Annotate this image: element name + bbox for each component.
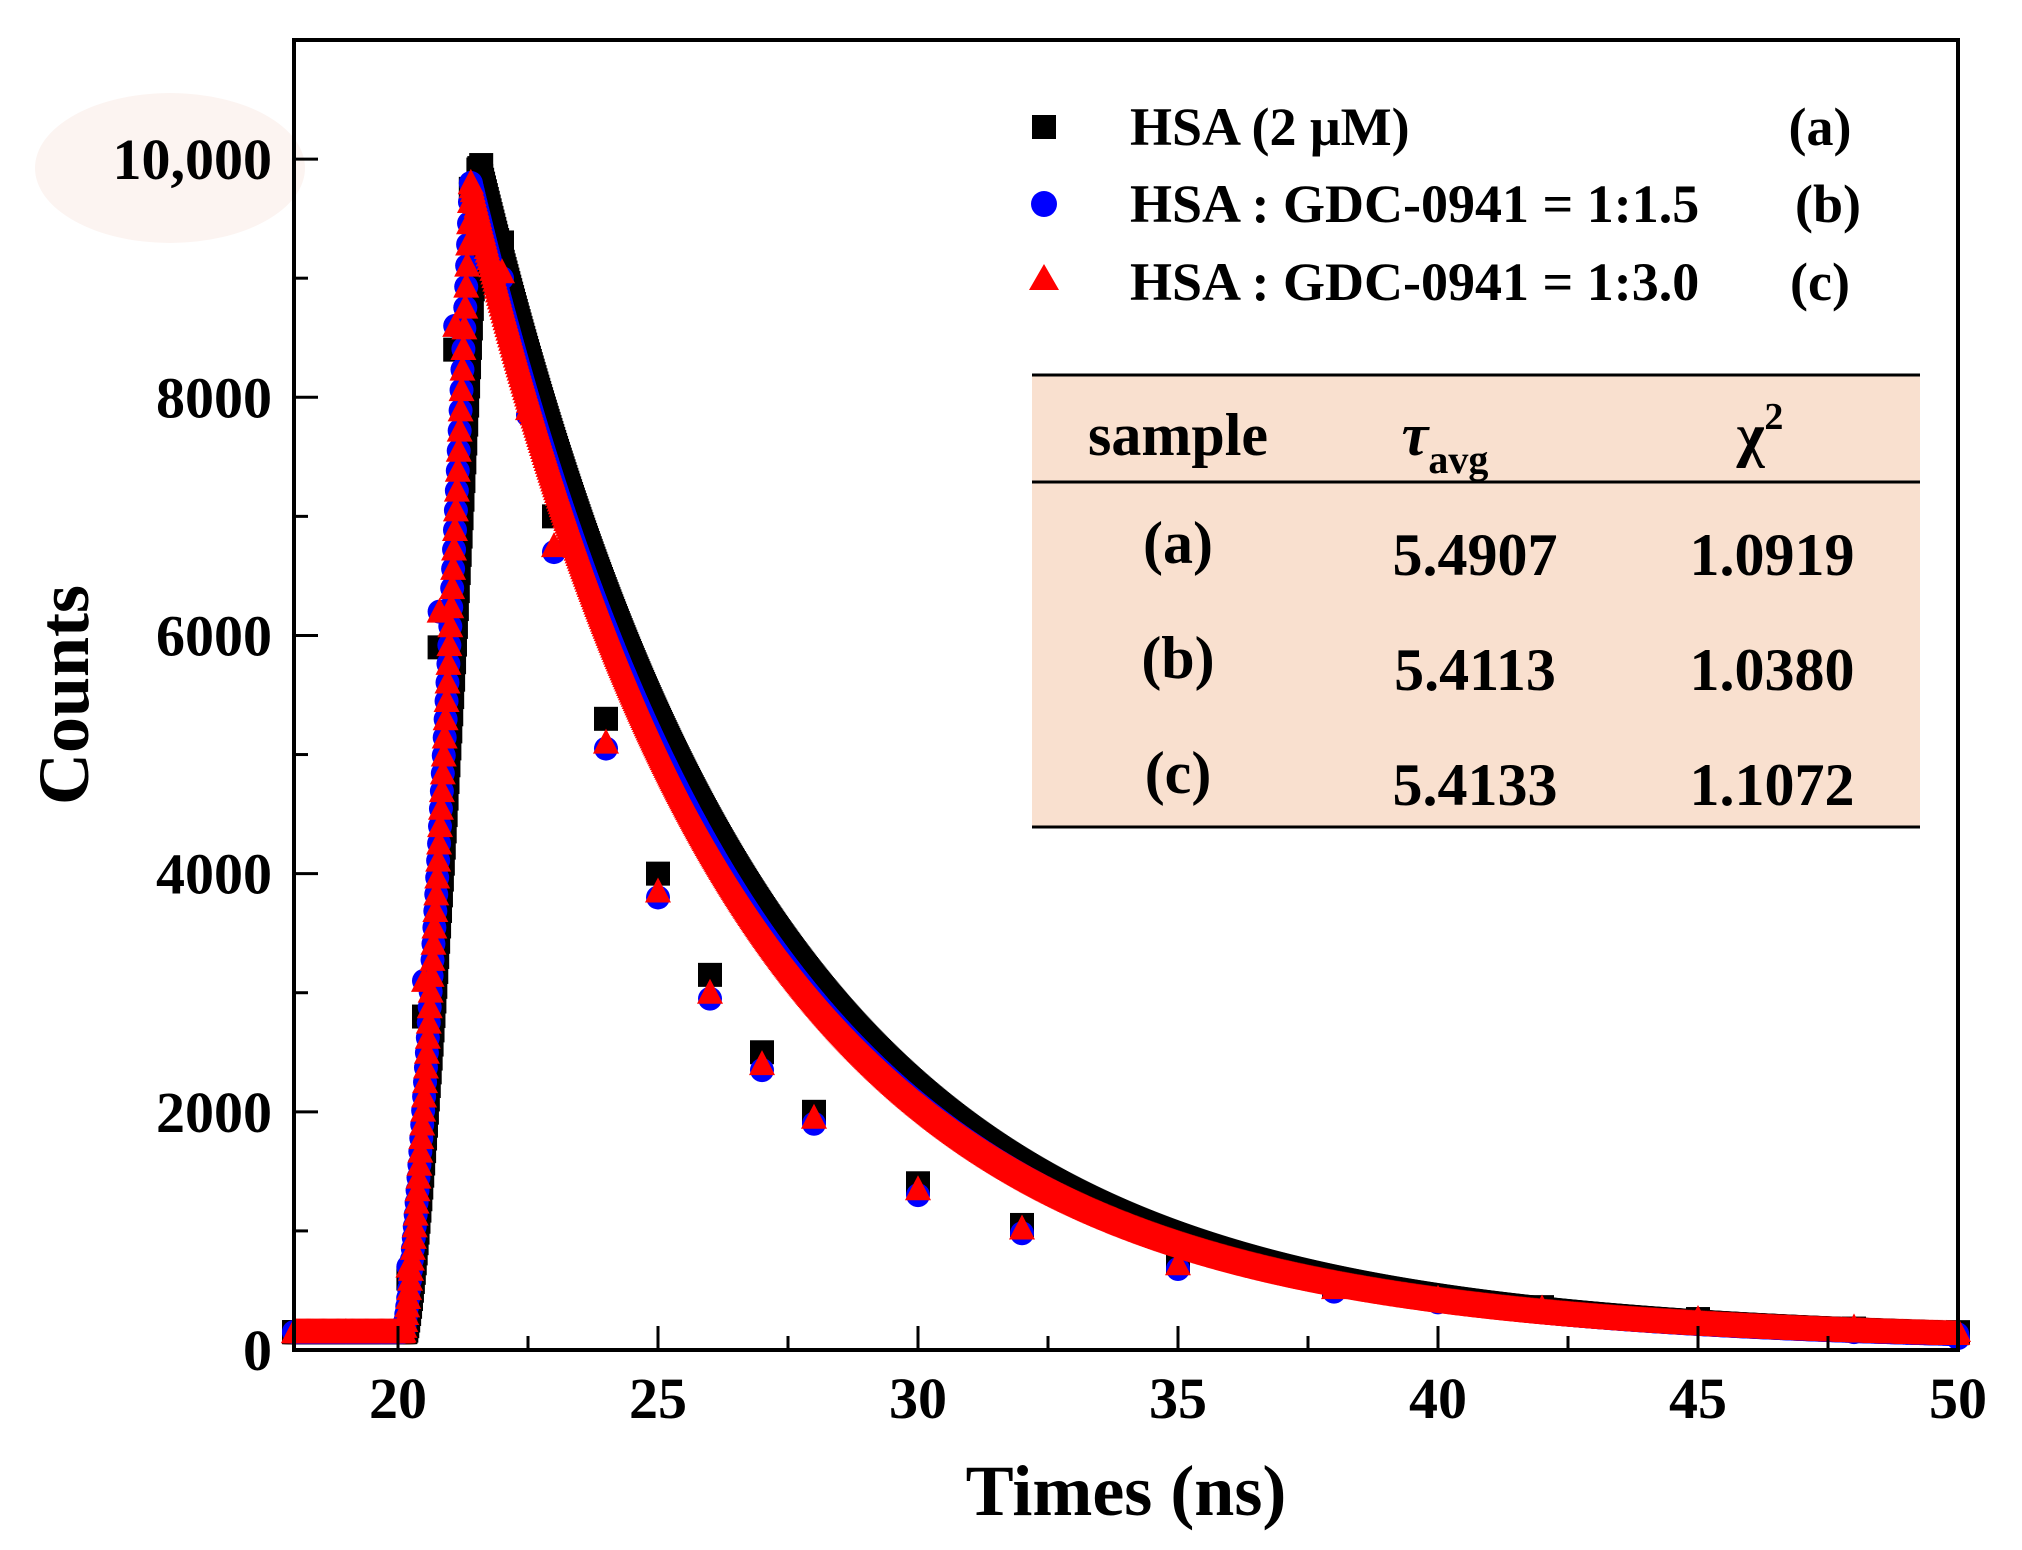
label-highlight — [35, 93, 305, 243]
plot-layer — [281, 153, 1971, 1351]
data-point — [594, 706, 618, 731]
